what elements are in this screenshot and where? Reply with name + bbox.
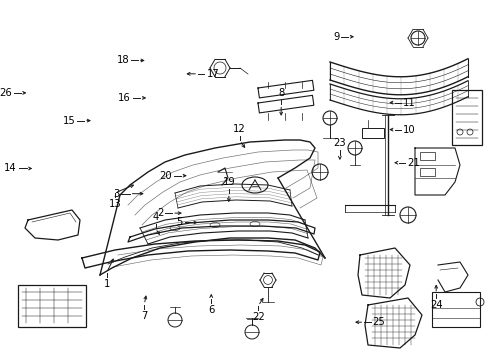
Text: 17: 17 <box>206 69 219 79</box>
Text: 2: 2 <box>157 208 163 218</box>
Text: 25: 25 <box>372 317 385 327</box>
Text: 19: 19 <box>222 177 235 187</box>
Text: 8: 8 <box>278 88 284 98</box>
Text: 11: 11 <box>402 98 415 108</box>
Text: 24: 24 <box>429 300 442 310</box>
Text: 18: 18 <box>116 55 129 66</box>
Text: 15: 15 <box>62 116 75 126</box>
Text: 12: 12 <box>233 124 245 134</box>
Text: 10: 10 <box>402 125 415 135</box>
Text: 16: 16 <box>118 93 131 103</box>
Text: 23: 23 <box>333 139 346 148</box>
Text: 21: 21 <box>406 158 419 168</box>
Text: 14: 14 <box>4 163 17 174</box>
Text: 6: 6 <box>207 305 214 315</box>
Text: 20: 20 <box>159 171 171 181</box>
Text: 5: 5 <box>176 217 183 228</box>
Text: 1: 1 <box>103 279 110 289</box>
Text: 9: 9 <box>332 32 339 42</box>
Text: 4: 4 <box>152 212 158 222</box>
Text: 3: 3 <box>113 189 119 199</box>
Text: 26: 26 <box>0 88 12 98</box>
Text: 13: 13 <box>108 199 121 209</box>
Text: 7: 7 <box>141 311 147 321</box>
Text: 22: 22 <box>251 312 264 322</box>
